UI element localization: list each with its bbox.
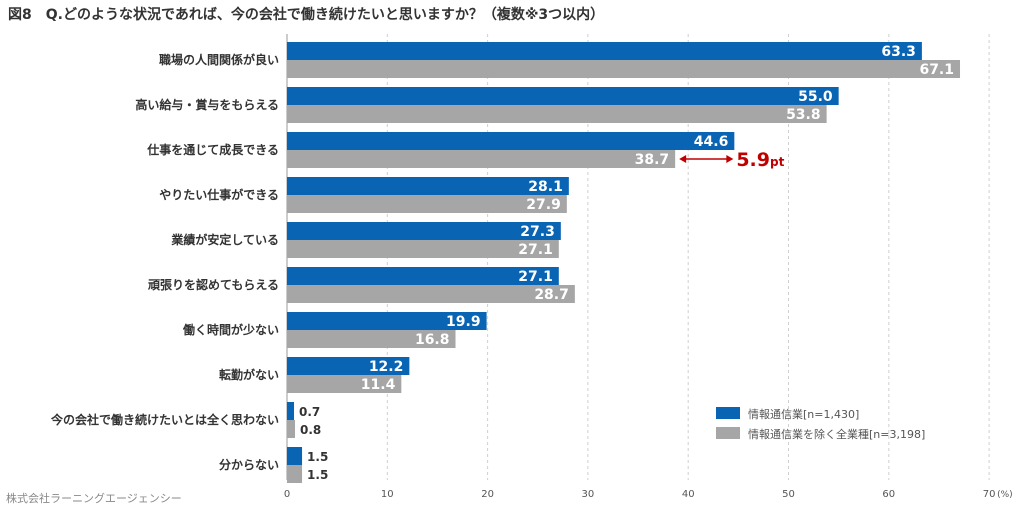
data-label: 19.9 [446, 314, 481, 330]
data-label: 1.5 [307, 450, 328, 464]
bar [287, 195, 567, 213]
category-label: 仕事を通じて成長できる [146, 142, 279, 157]
bar [287, 42, 922, 60]
legend-label: 情報通信業[n=1,430] [748, 408, 859, 421]
bar [287, 420, 296, 438]
data-label: 16.8 [415, 332, 450, 348]
category-label: 今の会社で働き続けたいとは全く思わない [50, 412, 279, 427]
data-label: 28.1 [528, 179, 563, 195]
credit-text: 株式会社ラーニングエージェンシー [6, 492, 182, 505]
category-label: 分からない [219, 457, 279, 472]
data-label: 27.9 [526, 197, 561, 213]
category-label: やりたい仕事ができる [159, 187, 279, 202]
data-label: 53.8 [786, 107, 821, 123]
category-label: 業績が安定している [170, 232, 279, 247]
data-label: 28.7 [534, 287, 569, 303]
x-tick-label: 0 [284, 489, 290, 500]
x-tick-label: 50 [782, 489, 795, 500]
legend-swatch [716, 427, 740, 439]
x-tick-label: 40 [682, 489, 695, 500]
data-label: 12.2 [369, 359, 404, 375]
difference-annotation: 5.9pt [736, 149, 784, 171]
bar [287, 240, 559, 258]
legend-swatch [716, 407, 740, 419]
data-label: 44.6 [694, 134, 729, 150]
category-label: 職場の人間関係が良い [159, 52, 279, 67]
data-label: 11.4 [361, 377, 396, 393]
data-label: 27.3 [520, 224, 555, 240]
data-label: 1.5 [307, 468, 328, 482]
bar [287, 60, 961, 78]
bar [287, 177, 569, 195]
data-label: 0.7 [299, 405, 320, 419]
x-tick-label: 20 [481, 489, 494, 500]
data-label: 0.8 [300, 423, 321, 437]
data-label: 38.7 [635, 152, 670, 168]
bar [287, 105, 827, 123]
bar [287, 222, 561, 240]
x-tick-label: 30 [582, 489, 595, 500]
legend-label: 情報通信業を除く全業種[n=3,198] [748, 427, 925, 441]
arrowhead-right [726, 155, 734, 163]
category-label: 転勤がない [219, 367, 279, 382]
data-label: 67.1 [919, 62, 954, 78]
arrowhead-left [679, 155, 687, 163]
bar [287, 330, 456, 348]
bar [287, 465, 303, 483]
data-label: 27.1 [518, 269, 553, 285]
bar [287, 357, 410, 375]
bar [287, 150, 676, 168]
bar [287, 267, 559, 285]
bar [287, 402, 295, 420]
x-tick-label: 70 [983, 489, 996, 500]
data-label: 55.0 [798, 89, 833, 105]
bar [287, 312, 487, 330]
category-label: 高い給与・賞与をもらえる [135, 97, 279, 112]
bar [287, 447, 303, 465]
data-label: 63.3 [881, 44, 916, 60]
bar [287, 285, 575, 303]
category-label: 働く時間が少ない [182, 322, 279, 337]
bar [287, 375, 402, 393]
category-label: 頑張りを認めてもらえる [147, 277, 279, 292]
page-title: 図8 Q.どのような状況であれば、今の会社で働き続けたいと思いますか？（複数※3… [8, 7, 605, 23]
x-tick-label: 10 [381, 489, 394, 500]
data-label: 27.1 [518, 242, 553, 258]
x-tick-label: 60 [882, 489, 895, 500]
bar [287, 87, 839, 105]
x-unit-label: (%) [997, 490, 1013, 500]
bar [287, 132, 735, 150]
